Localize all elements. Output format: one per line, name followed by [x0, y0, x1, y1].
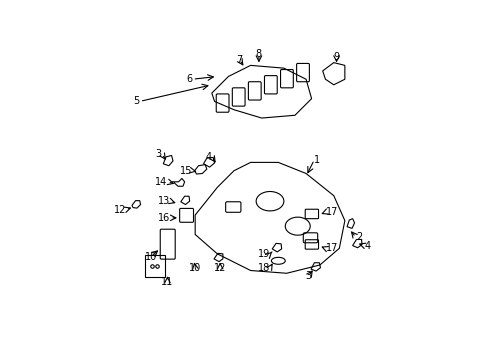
Text: 4: 4	[364, 240, 369, 251]
Text: 6: 6	[186, 74, 192, 84]
Text: 3: 3	[156, 149, 162, 159]
Text: 15: 15	[180, 166, 192, 176]
Text: 12: 12	[113, 204, 125, 215]
Text: 16: 16	[158, 213, 170, 223]
Text: 18: 18	[257, 263, 269, 273]
Text: 12: 12	[213, 263, 226, 273]
Text: 14: 14	[155, 177, 167, 187]
Text: 8: 8	[255, 49, 262, 59]
Text: 10: 10	[144, 252, 157, 262]
Text: 17: 17	[325, 207, 337, 217]
Text: 17: 17	[325, 243, 337, 253]
Text: 7: 7	[236, 55, 242, 65]
Text: 3: 3	[305, 271, 311, 281]
Text: 11: 11	[161, 276, 173, 287]
Text: 10: 10	[189, 263, 201, 273]
Text: 13: 13	[158, 196, 170, 206]
Text: 1: 1	[314, 155, 320, 165]
Text: 9: 9	[333, 52, 339, 62]
Text: 4: 4	[205, 152, 211, 162]
Text: 5: 5	[133, 96, 140, 107]
Text: 19: 19	[257, 249, 269, 259]
Text: 2: 2	[355, 232, 362, 242]
